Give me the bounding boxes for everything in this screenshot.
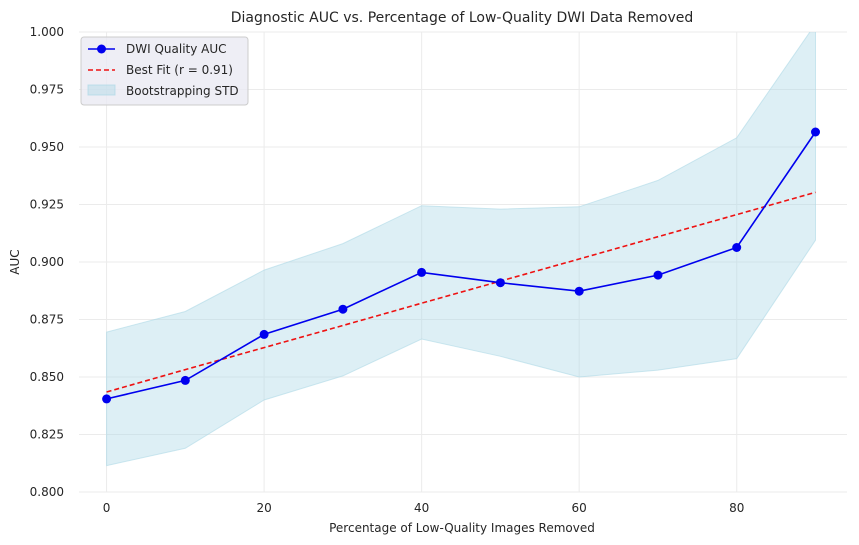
auc-data-point (417, 267, 427, 277)
best-fit-line (106, 191, 816, 393)
y-tick-label: 0.950 (30, 140, 64, 154)
y-tick-labels: 0.800 0.825 0.850 0.875 0.900 0.925 0.950 0.975… (30, 25, 64, 499)
legend-swatch-band (87, 84, 116, 96)
auc-data-point (180, 375, 190, 385)
x-tick-label: 40 (414, 501, 429, 515)
auc-data-point (102, 394, 112, 404)
auc-line (106, 131, 817, 400)
y-tick-label: 0.900 (30, 255, 64, 269)
legend-marker-auc (97, 44, 106, 54)
y-tick-label: 0.800 (30, 485, 64, 499)
auc-data-point (732, 243, 742, 252)
bootstrapping-std-band-layer (106, 32, 816, 467)
legend-label-fit: Best Fit (r = 0.91) (126, 63, 233, 77)
y-tick-label: 0.850 (30, 370, 64, 384)
auc-data-point (495, 278, 505, 288)
y-tick-label: 0.975 (30, 83, 64, 97)
bootstrapping-std-band (106, 32, 816, 467)
x-tick-label: 20 (256, 501, 271, 515)
x-tick-label: 60 (572, 501, 587, 515)
legend-frame (80, 36, 249, 106)
y-tick-label: 0.875 (30, 313, 64, 327)
x-tick-label: 0 (103, 501, 111, 515)
auc-data-point (653, 270, 663, 280)
auc-data-point (811, 127, 820, 137)
x-axis-label: Percentage of Low-Quality Images Removed (329, 521, 595, 535)
auc-data-point (574, 286, 584, 296)
grid (79, 31, 847, 493)
auc-data-point (338, 304, 348, 314)
chart-title: Diagnostic AUC vs. Percentage of Low-Qua… (231, 10, 693, 26)
x-tick-labels: 0 20 40 60 80 (103, 501, 745, 515)
y-tick-label: 0.925 (30, 198, 64, 212)
y-tick-label: 1.000 (30, 25, 64, 39)
y-tick-label: 0.825 (30, 428, 64, 442)
legend-label-auc: DWI Quality AUC (126, 42, 227, 56)
series-lines-layer (102, 127, 820, 404)
x-tick-label: 80 (729, 501, 744, 515)
legend-label-band: Bootstrapping STD (126, 84, 239, 98)
legend: DWI Quality AUC Best Fit (r = 0.91) Boot… (80, 36, 249, 106)
auc-data-point (259, 329, 269, 339)
y-axis-label: AUC (8, 249, 22, 274)
